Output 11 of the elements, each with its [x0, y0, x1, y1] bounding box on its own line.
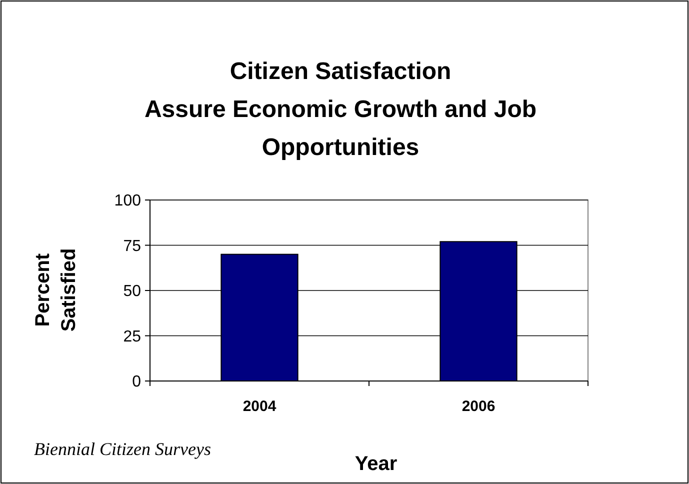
y-tick-label: 100	[114, 192, 142, 210]
y-tick-label: 50	[123, 283, 142, 300]
y-tick-label: 25	[123, 328, 142, 346]
text: Biennial Citizen Surveys	[34, 439, 211, 459]
x-axis-title: Year	[354, 453, 398, 475]
x-tick-label: 2004	[242, 398, 277, 415]
chart-title: Citizen Satisfaction Assure Economic Growth and Job Opportunities	[144, 58, 537, 161]
y-axis-title: Percent Satisfied	[32, 248, 80, 332]
y-tick-label: 0	[132, 374, 142, 391]
y-tick-label: 75	[123, 238, 142, 255]
x-tick-label: 2006	[462, 398, 496, 415]
